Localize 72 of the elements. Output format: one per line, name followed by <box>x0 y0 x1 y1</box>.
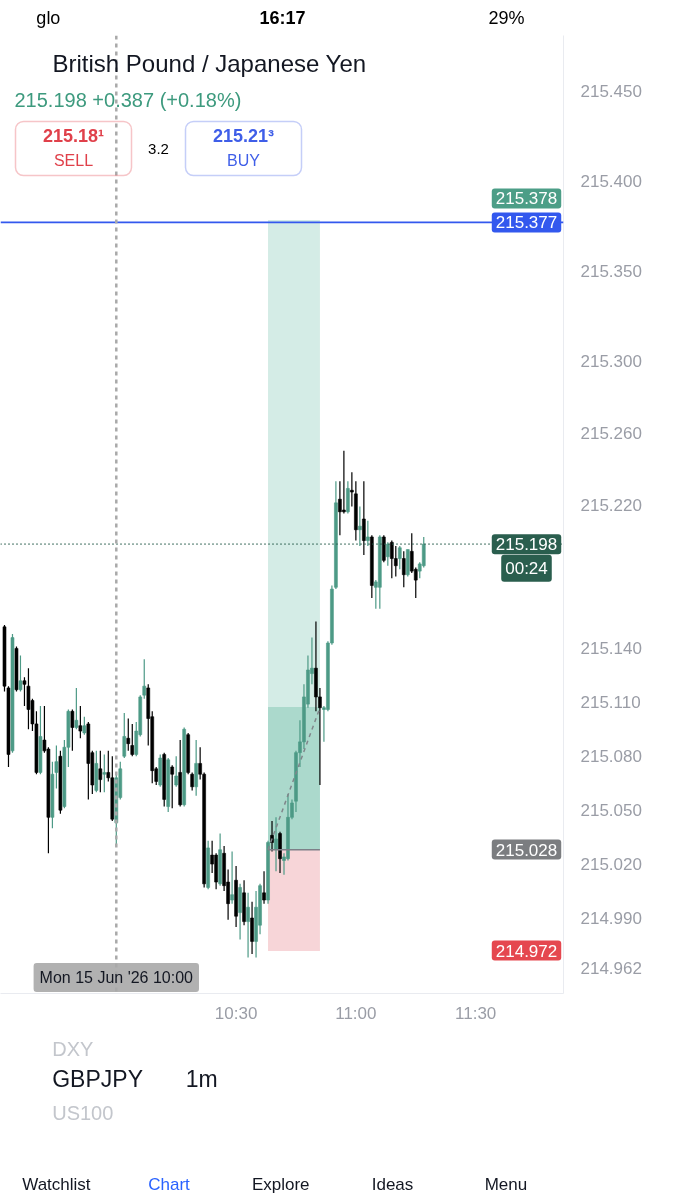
candlestick <box>394 545 398 578</box>
y-tick-label: 215.080 <box>580 747 642 767</box>
y-tick-label: 214.962 <box>580 959 642 979</box>
candlestick <box>390 539 394 579</box>
y-tick-label: 215.110 <box>580 693 641 713</box>
text: 29% <box>488 7 525 28</box>
annotation: SELL <box>53 152 94 169</box>
candlestick <box>397 545 402 570</box>
ref-line-label: Mon 15 Jun '26 10:00 <box>39 969 194 986</box>
candlestick <box>98 750 103 793</box>
y-tick-label: 215.300 <box>580 351 642 371</box>
x-tick-label: 11:30 <box>455 1003 497 1023</box>
candlestick <box>421 536 426 569</box>
y-tick-label: 214.990 <box>580 909 642 929</box>
candlestick <box>401 550 406 588</box>
candlestick <box>102 753 107 793</box>
text: British Pound / Japanese Yen <box>52 50 367 77</box>
candlestick <box>362 480 366 556</box>
candlestick <box>194 739 198 797</box>
ref-line-label: 215.198 <box>495 535 558 555</box>
annotation: 215.18¹ <box>42 125 105 146</box>
y-tick-label: 215.450 <box>580 82 642 102</box>
text: Watchlist <box>22 1175 91 1194</box>
candlestick <box>122 712 127 759</box>
y-tick-label: 215.220 <box>580 495 642 515</box>
candlestick <box>126 717 131 752</box>
annotation: 00:24 <box>505 558 548 578</box>
text: 215.198 +0.387 (+0.18%) <box>14 88 242 111</box>
candlestick <box>250 901 254 955</box>
candlestick <box>274 816 278 872</box>
candlestick <box>346 480 350 515</box>
text: Chart <box>148 1175 191 1194</box>
candlestick <box>246 892 250 959</box>
annotation: 215.028 <box>495 840 558 860</box>
y-tick-label: 215.050 <box>580 801 642 821</box>
candlestick <box>74 687 79 730</box>
text: GBPJPY <box>52 1065 143 1092</box>
candlestick <box>26 667 31 730</box>
y-tick-label: 215.400 <box>580 172 642 192</box>
annotation: 215.21³ <box>212 125 275 146</box>
candlestick <box>18 654 23 693</box>
text: US100 <box>52 1101 114 1124</box>
candlestick <box>382 534 386 563</box>
text: Menu <box>484 1175 528 1194</box>
y-tick-label: 215.140 <box>580 639 642 659</box>
candlestick <box>130 723 135 757</box>
candlestick <box>262 870 266 905</box>
candlestick <box>70 708 75 752</box>
x-tick-label: 11:00 <box>335 1003 377 1023</box>
annotation: 215.378 <box>495 189 558 209</box>
y-tick-label: 215.260 <box>580 423 642 443</box>
text: 16:17 <box>259 7 306 28</box>
text: glo <box>36 7 61 28</box>
annotation: 214.972 <box>495 941 558 961</box>
candlestick <box>342 450 346 515</box>
candlestick <box>270 820 274 853</box>
candlestick <box>366 520 370 547</box>
text: 1m <box>185 1065 218 1092</box>
annotation: BUY <box>227 152 261 169</box>
candlestick <box>230 850 234 905</box>
x-tick-label: 10:30 <box>214 1003 258 1023</box>
text: Explore <box>251 1175 310 1194</box>
ref-line-label: 215.377 <box>495 213 558 233</box>
text: DXY <box>52 1037 94 1060</box>
y-tick-label: 215.020 <box>580 855 642 875</box>
candlestick <box>170 764 174 809</box>
candlestick <box>174 755 178 788</box>
candlestick <box>358 505 362 547</box>
y-tick-label: 215.350 <box>580 261 642 281</box>
text: Ideas <box>371 1175 414 1194</box>
annotation: 3.2 <box>148 139 169 157</box>
candlestick <box>386 541 390 567</box>
